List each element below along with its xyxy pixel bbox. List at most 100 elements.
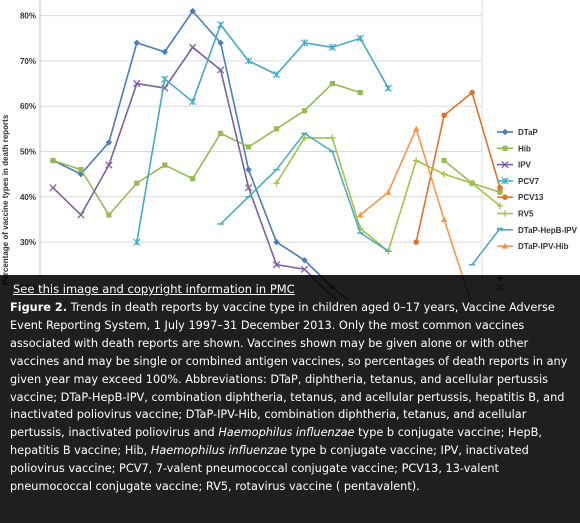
data-point-rv5 — [301, 134, 308, 142]
legend-label: IPV — [518, 161, 532, 170]
caption-italic-2: Haemophilus influenzae — [150, 444, 288, 458]
series-ipv — [49, 43, 504, 300]
legend-label: DTaP — [518, 128, 539, 137]
line-chart: 30%40%50%60%70%80%20% Percentage of vacc… — [1, 0, 578, 300]
data-point-pcv7 — [272, 70, 281, 79]
legend-label: PCV13 — [518, 193, 544, 202]
y-axis-label: Percentage of vaccine types in death rep… — [1, 114, 10, 285]
y-tick-label: 70% — [20, 57, 36, 66]
data-point-pcv13 — [497, 184, 503, 191]
y-tick-label: 50% — [20, 148, 36, 157]
y-tick-label: 80% — [20, 12, 36, 21]
legend-label: Hib — [518, 144, 531, 153]
legend-item-dtap-ipv-hib: DTaP-IPV-Hib — [497, 242, 569, 251]
data-point-pcv13 — [469, 89, 475, 96]
data-point-dtap — [105, 139, 113, 146]
legend-swatch-marker — [501, 242, 509, 249]
chart-series — [49, 7, 504, 300]
data-point-hib — [301, 108, 308, 114]
data-point-hib — [245, 144, 252, 150]
data-point-pcv13 — [441, 112, 447, 119]
copyright-info-link[interactable]: See this image and copyright information… — [13, 282, 295, 296]
data-point-dtap — [133, 39, 141, 47]
data-point-pcv13 — [413, 239, 419, 245]
data-point-pcv7 — [161, 75, 169, 83]
legend-label: PCV7 — [518, 177, 539, 186]
figure-label: Figure 2. — [10, 301, 68, 314]
series-line-pcv7 — [136, 23, 389, 243]
data-point-rv5 — [273, 180, 280, 187]
data-point-ipv — [49, 184, 57, 192]
data-point-ipv — [272, 261, 281, 269]
y-tick-label: 40% — [20, 193, 36, 202]
data-point-rv5 — [468, 180, 476, 187]
data-point-ipv — [77, 211, 85, 219]
data-point-rv5 — [496, 202, 504, 210]
data-point-dtap — [189, 7, 196, 15]
data-point-dtap — [301, 256, 308, 264]
series-line-hib — [52, 82, 361, 217]
series-dtap-hepb-ipv — [217, 132, 504, 266]
legend-item-ipv: IPV — [497, 161, 532, 170]
legend-item-pcv7: PCV7 — [497, 177, 539, 186]
data-point-hib — [497, 189, 503, 195]
legend-label: DTaP-IPV-Hib — [518, 242, 569, 251]
chart-legend: DTaP Hib IPV PCV7 PCV13 RV5 DTaP-HepB-IPV DTaP-… — [497, 128, 578, 251]
data-point-rv5 — [440, 170, 448, 178]
data-point-ipv — [189, 43, 197, 52]
legend-label: RV5 — [518, 210, 534, 219]
data-point-pcv7 — [356, 34, 364, 42]
data-point-pcv7 — [189, 98, 197, 106]
data-point-pcv7 — [217, 21, 225, 29]
caption-text-1: Trends in death reports by vaccine type … — [10, 301, 568, 440]
data-point-dtap-ipv-hib — [440, 216, 448, 222]
chart-gridlines — [39, 0, 483, 300]
caption-italic-1: Haemophilus influenzae — [218, 426, 355, 440]
data-point-hib — [273, 126, 280, 132]
series-pcv7 — [133, 21, 392, 246]
caption-text-2: type b conjugate vaccine; HepB, hepatiti… — [10, 426, 542, 458]
data-point-hib — [106, 212, 112, 218]
data-point-hib — [190, 176, 196, 182]
figure-caption: Figure 2. Trends in death reports by vac… — [10, 299, 570, 496]
data-point-dtap — [161, 48, 168, 56]
data-point-hib — [78, 167, 84, 173]
data-point-hib — [162, 162, 168, 168]
data-point-hib — [218, 130, 224, 136]
data-point-rv5 — [412, 157, 420, 164]
data-point-ipv — [300, 265, 309, 273]
data-point-pcv7 — [244, 57, 253, 65]
data-point-ipv — [105, 161, 113, 169]
legend-swatch-marker — [501, 210, 509, 217]
legend-swatch-marker — [501, 128, 509, 136]
data-point-pcv7 — [300, 39, 309, 47]
data-point-dtap — [217, 39, 224, 47]
legend-item-dtap-hepb-ipv: DTaP-HepB-IPV — [497, 226, 578, 235]
series-line-pcv13 — [415, 91, 501, 243]
data-point-dtap-ipv-hib — [412, 125, 420, 132]
y-tick-label: 60% — [20, 102, 36, 111]
data-point-ipv — [133, 79, 141, 88]
data-point-hib — [50, 157, 56, 164]
data-point-pcv7 — [328, 43, 336, 51]
series-pcv13 — [413, 89, 503, 245]
image-caption-overlay: See this image and copyright information… — [0, 275, 580, 523]
series-dtap-ipv-hib — [357, 125, 472, 300]
legend-swatch-marker — [502, 145, 508, 151]
data-point-hib — [357, 90, 363, 96]
legend-label: DTaP-HepB-IPV — [518, 226, 578, 235]
legend-item-hib: Hib — [497, 144, 531, 153]
data-point-ipv — [216, 66, 225, 74]
data-point-dtap — [273, 238, 280, 246]
data-point-dtap-ipv-hib — [385, 189, 392, 195]
y-axis-ticks: 30%40%50%60%70%80%20% — [20, 12, 36, 293]
data-point-hib — [134, 180, 140, 186]
legend-swatch-marker — [501, 160, 509, 169]
legend-item-pcv13: PCV13 — [497, 193, 544, 202]
legend-swatch-marker — [502, 194, 508, 200]
data-point-ipv — [244, 184, 253, 192]
data-point-pcv7 — [384, 84, 392, 92]
data-point-hib — [329, 80, 335, 87]
data-point-hib — [441, 157, 447, 164]
legend-swatch-marker — [501, 177, 509, 185]
